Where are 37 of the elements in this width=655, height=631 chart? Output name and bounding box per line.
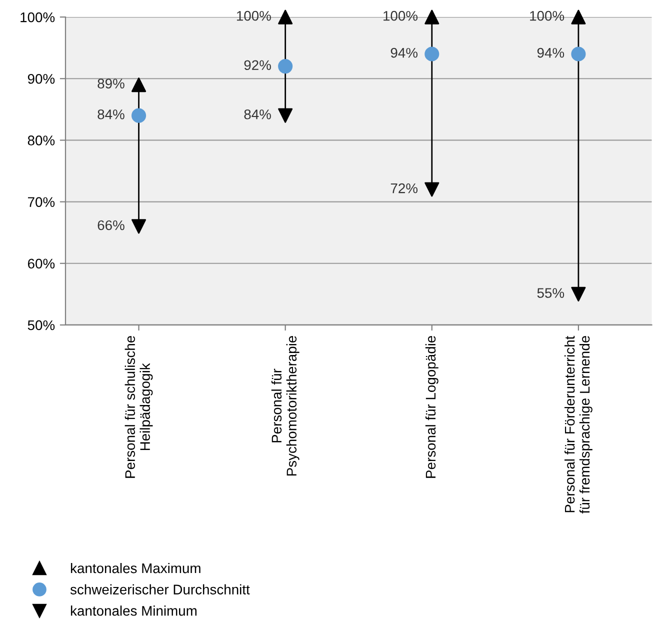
data-label: 100% (530, 10, 564, 21)
point (424, 182, 440, 197)
point (278, 59, 293, 74)
point (571, 10, 586, 24)
legend-label: kantonales Maximum (70, 562, 200, 574)
point (424, 46, 440, 62)
point (278, 10, 293, 24)
data-label: 66% (98, 220, 124, 230)
point (571, 286, 586, 302)
data-label: 94% (537, 48, 564, 58)
y-tick-label: 90% (28, 74, 55, 84)
data-label: 84% (98, 109, 124, 120)
point (571, 46, 586, 62)
data-label: 100% (236, 10, 271, 21)
data-label: 94% (390, 48, 418, 58)
data-label: 89% (98, 78, 124, 89)
data-label: 55% (537, 288, 564, 298)
data-label: 84% (244, 109, 271, 120)
point (278, 108, 293, 123)
legend-label: schweizerischer Durchschnitt (70, 584, 250, 594)
point (131, 78, 146, 92)
y-tick-label: 60% (28, 258, 55, 269)
x-tick-label: Personal für Förderunterricht für fremdsprachige Lernende (564, 336, 592, 514)
y-tick-label: 100% (20, 12, 55, 22)
legend-label: kantonales Minimum (70, 606, 196, 616)
point (131, 108, 146, 123)
x-tick-label: Personal für schulische Heilpädagogik (124, 336, 153, 478)
x-tick-label: Personal für Psychomotoriktherapie (271, 336, 300, 476)
point (131, 219, 146, 234)
data-label: 100% (384, 10, 418, 21)
data-label: 72% (390, 183, 418, 194)
x-tick-label: Personal für Logopädie (425, 336, 438, 478)
y-tick-label: 70% (28, 197, 55, 207)
y-tick-label: 50% (28, 320, 55, 330)
data-label: 92% (244, 60, 271, 70)
y-tick-label: 80% (28, 136, 55, 146)
point (424, 10, 440, 24)
